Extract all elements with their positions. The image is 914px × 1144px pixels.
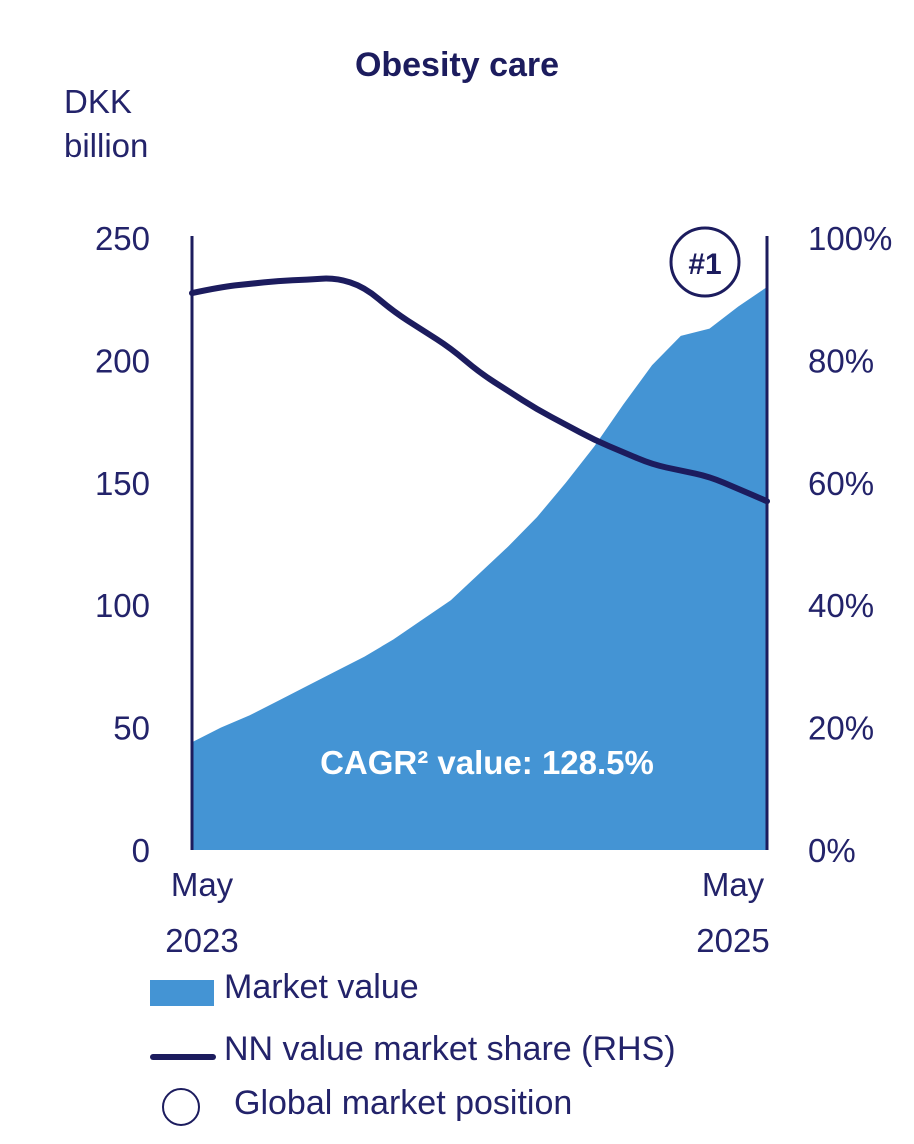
x-tick-label: 2023 xyxy=(165,922,238,959)
y-axis-unit-label: DKK billion xyxy=(64,80,148,168)
left-tick-label: 200 xyxy=(95,342,150,379)
left-tick-label: 100 xyxy=(95,587,150,624)
right-tick-label: 40% xyxy=(808,587,874,624)
market-value-area xyxy=(192,287,767,850)
right-tick-label: 80% xyxy=(808,342,874,379)
legend-label: NN value market share (RHS) xyxy=(224,1030,676,1068)
x-tick-label: May xyxy=(702,866,765,903)
right-tick-labels: 100% 80% 60% 40% 20% 0% xyxy=(808,220,892,869)
chart-plot: 250 200 150 100 50 0 100% 80% 60% 40% 20% 0% May 20… xyxy=(95,220,892,959)
left-tick-label: 250 xyxy=(95,220,150,257)
right-tick-label: 0% xyxy=(808,832,856,869)
x-tick-label: May xyxy=(171,866,234,903)
market-share-swatch xyxy=(150,1054,216,1060)
market-position-badge-circle xyxy=(669,226,741,298)
left-tick-label: 150 xyxy=(95,465,150,502)
left-tick-label: 0 xyxy=(132,832,150,869)
right-tick-label: 100% xyxy=(808,220,892,257)
left-tick-label: 50 xyxy=(113,710,150,747)
legend-label: Market value xyxy=(224,968,419,1006)
cagr-annotation: CAGR² value: 128.5% xyxy=(320,744,654,781)
x-tick-label: 2025 xyxy=(696,922,769,959)
right-tick-label: 20% xyxy=(808,710,874,747)
market-value-swatch xyxy=(150,980,214,1006)
market-share-line xyxy=(189,275,770,505)
circle-icon xyxy=(162,1088,200,1126)
left-tick-labels: 250 200 150 100 50 0 xyxy=(95,220,150,869)
legend-label: Global market position xyxy=(234,1084,573,1122)
market-position-badge-text: #1 xyxy=(688,248,721,281)
unit-line-1: DKK xyxy=(64,83,132,120)
right-tick-label: 60% xyxy=(808,465,874,502)
x-tick-labels: May 2023 May 2025 xyxy=(165,866,769,959)
unit-line-2: billion xyxy=(64,127,149,164)
chart-title: Obesity care xyxy=(354,46,560,84)
